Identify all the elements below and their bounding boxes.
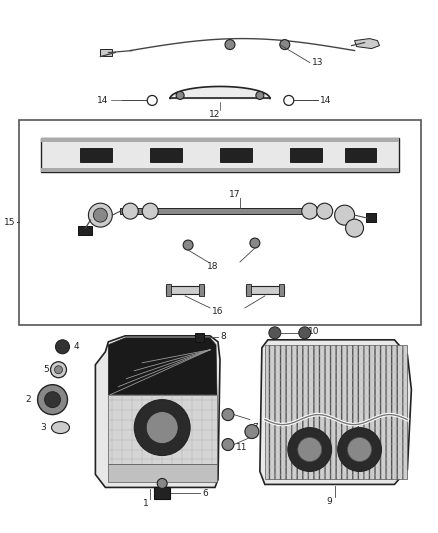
Text: 15: 15: [4, 217, 15, 227]
Bar: [100, 49, 112, 55]
Bar: [166, 284, 171, 296]
Polygon shape: [260, 340, 411, 484]
Text: 1: 1: [143, 499, 149, 508]
Bar: [366, 213, 375, 222]
Text: 14: 14: [320, 96, 331, 105]
Bar: [290, 148, 321, 162]
Circle shape: [38, 385, 67, 415]
Circle shape: [298, 438, 321, 462]
Circle shape: [54, 366, 63, 374]
Circle shape: [284, 95, 294, 106]
Circle shape: [280, 39, 290, 50]
Circle shape: [147, 95, 157, 106]
Text: 11: 11: [236, 443, 247, 452]
Bar: [150, 148, 182, 162]
Text: 4: 4: [74, 342, 79, 351]
Bar: [279, 284, 284, 296]
Text: 9: 9: [327, 497, 332, 506]
Circle shape: [256, 92, 264, 100]
Text: 12: 12: [209, 110, 221, 119]
Text: 16: 16: [212, 308, 224, 317]
Bar: [108, 464, 217, 482]
Circle shape: [225, 39, 235, 50]
Circle shape: [335, 205, 355, 225]
Circle shape: [134, 400, 190, 456]
Circle shape: [348, 438, 371, 462]
Polygon shape: [95, 336, 220, 487]
Bar: [120, 208, 330, 214]
Text: 10: 10: [308, 327, 319, 336]
Bar: [108, 394, 217, 464]
Bar: [78, 226, 92, 235]
Circle shape: [317, 203, 332, 219]
Text: 3: 3: [40, 423, 46, 432]
Bar: [154, 487, 170, 499]
Circle shape: [183, 240, 193, 250]
Circle shape: [45, 392, 60, 408]
Circle shape: [157, 479, 167, 488]
Circle shape: [93, 208, 107, 222]
Text: 18: 18: [207, 262, 219, 271]
Text: 7: 7: [252, 423, 258, 432]
Bar: [41, 139, 399, 172]
Text: 6: 6: [202, 489, 208, 498]
Circle shape: [222, 439, 234, 450]
Bar: [41, 139, 399, 142]
Bar: [246, 284, 251, 296]
Circle shape: [302, 203, 318, 219]
Bar: [265, 345, 407, 480]
Bar: [246, 286, 284, 294]
Text: 2: 2: [25, 395, 31, 404]
Polygon shape: [108, 338, 217, 394]
Ellipse shape: [52, 422, 70, 433]
Bar: [19, 120, 421, 325]
Bar: [345, 148, 377, 162]
Text: 13: 13: [312, 58, 323, 67]
Circle shape: [56, 340, 70, 354]
Circle shape: [338, 427, 381, 472]
Circle shape: [146, 411, 178, 443]
Circle shape: [288, 427, 332, 472]
Bar: [195, 333, 204, 342]
Circle shape: [245, 425, 259, 439]
Bar: [41, 168, 399, 172]
Circle shape: [250, 238, 260, 248]
Bar: [81, 148, 112, 162]
Circle shape: [299, 327, 311, 339]
Circle shape: [50, 362, 67, 378]
Circle shape: [88, 203, 112, 227]
Text: 17: 17: [229, 190, 241, 199]
Text: 8: 8: [220, 332, 226, 341]
Circle shape: [122, 203, 138, 219]
Circle shape: [176, 92, 184, 100]
Circle shape: [269, 327, 281, 339]
Bar: [220, 148, 252, 162]
Circle shape: [142, 203, 158, 219]
Circle shape: [346, 219, 364, 237]
Polygon shape: [355, 38, 379, 49]
Bar: [166, 286, 204, 294]
Circle shape: [222, 409, 234, 421]
Bar: [199, 284, 204, 296]
Text: 5: 5: [43, 365, 49, 374]
Text: 14: 14: [97, 96, 109, 105]
